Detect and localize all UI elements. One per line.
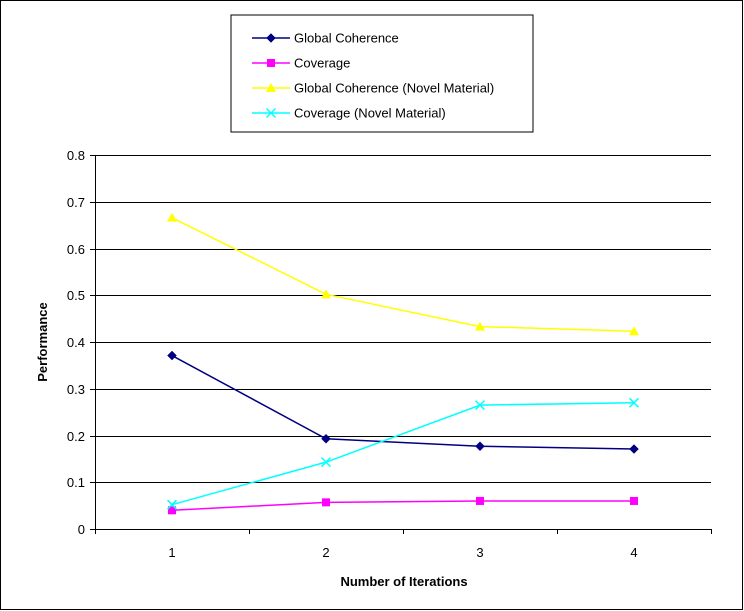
data-point: [628, 397, 640, 408]
y-axis-title: Performance: [35, 302, 50, 381]
x-tick-label: 3: [476, 545, 483, 560]
legend-item: Global Coherence: [252, 31, 399, 46]
series-layer: [166, 212, 640, 515]
y-tick-label: 0.1: [67, 475, 85, 490]
series-line: [171, 402, 635, 506]
data-point: [475, 321, 485, 331]
data-point: [167, 212, 177, 222]
marker-stroke: [474, 400, 486, 411]
data-point: [629, 444, 639, 454]
axes: 0 0.1 0.2 0.3 0.4 0.5 0.6 0.7 0.8 1 2 3 4: [67, 148, 712, 560]
y-tick-label: 0.5: [67, 288, 85, 303]
y-tick-label: 0.3: [67, 382, 85, 397]
x-tick-label: 1: [168, 545, 175, 560]
series-line: [171, 216, 635, 332]
series-4: [166, 397, 640, 510]
x-axis-title: Number of Iterations: [340, 574, 467, 589]
series-line: [171, 354, 635, 450]
legend-label: Global Coherence: [294, 31, 399, 46]
data-point: [629, 326, 639, 336]
series-line: [171, 500, 634, 512]
y-tick-label: 0.6: [67, 242, 85, 257]
gridlines: [95, 155, 711, 483]
data-point: [167, 350, 177, 361]
data-point: [474, 400, 486, 411]
legend-marker: [265, 107, 277, 119]
legend-item: Coverage: [252, 56, 350, 71]
legend-label: Global Coherence (Novel Material): [294, 81, 494, 96]
data-point: [476, 496, 484, 505]
legend-marker: [266, 83, 276, 92]
data-point: [321, 289, 331, 299]
legend-marker: [267, 59, 275, 67]
legend-label: Coverage (Novel Material): [294, 106, 446, 121]
legend-items: Global Coherence Coverage Global Coherence…: [252, 31, 494, 121]
legend: Global Coherence Coverage Global Coherence…: [230, 14, 534, 133]
data-point: [322, 498, 330, 507]
series-3: [167, 212, 639, 336]
data-point: [166, 499, 178, 510]
marker-stroke: [166, 499, 178, 510]
data-point: [475, 441, 485, 452]
legend-label: Coverage: [294, 56, 350, 71]
y-tick-label: 0.2: [67, 429, 85, 444]
data-point: [168, 506, 176, 515]
legend-item: Coverage (Novel Material): [252, 106, 446, 121]
y-tick-label: 0: [78, 522, 85, 537]
x-tick-label: 2: [322, 545, 329, 560]
marker-stroke: [628, 397, 640, 408]
series-2: [168, 496, 638, 515]
y-tick-label: 0.4: [67, 335, 85, 350]
y-tick-label: 0.7: [67, 195, 85, 210]
data-point: [630, 496, 638, 505]
legend-item: Global Coherence (Novel Material): [252, 81, 494, 96]
legend-marker: [266, 33, 276, 43]
data-point: [321, 433, 331, 444]
marker-stroke: [320, 457, 332, 468]
x-tick-label: 4: [630, 545, 637, 560]
marker-stroke: [265, 107, 277, 119]
y-tick-label: 0.8: [67, 148, 85, 163]
series-1: [167, 350, 639, 454]
data-point: [320, 457, 332, 468]
